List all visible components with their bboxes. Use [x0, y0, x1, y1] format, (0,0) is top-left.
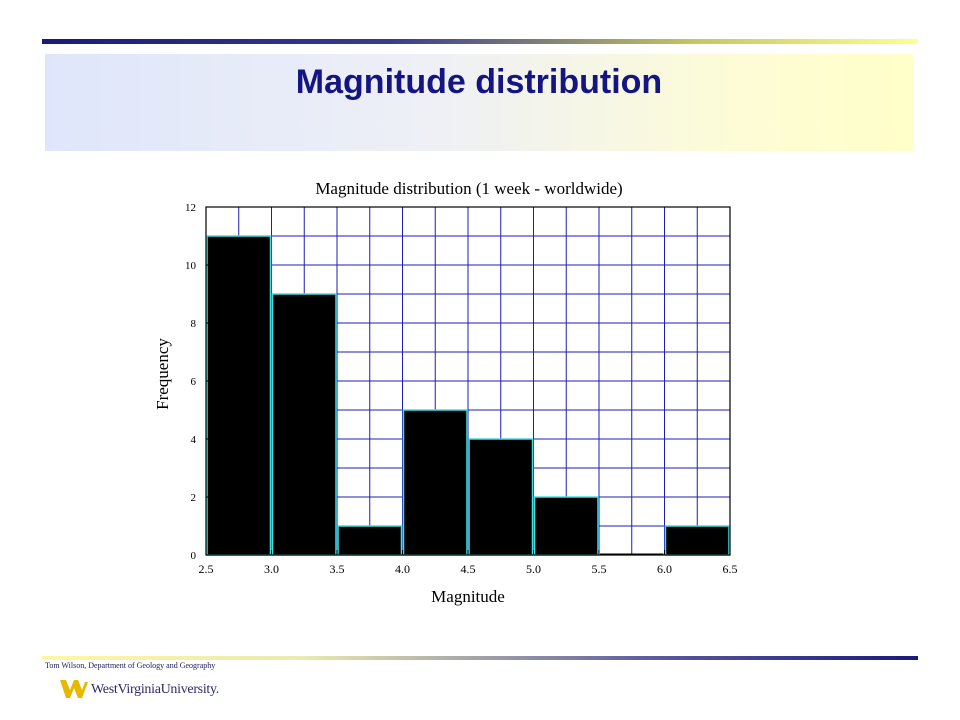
- top-rule: [42, 39, 918, 44]
- chart-title: Magnitude distribution (1 week - worldwi…: [315, 179, 622, 198]
- y-tick-label: 6: [191, 376, 197, 388]
- x-tick-label: 6.0: [657, 562, 672, 576]
- title-band: [45, 54, 913, 151]
- x-ticks: 2.5 3.0 3.5 4.0 4.5 5.0 5.5 6.0 6.5: [199, 550, 738, 576]
- y-tick-label: 0: [191, 550, 197, 562]
- histogram-bar: [664, 525, 730, 556]
- wvu-flying-wv-icon: [60, 680, 88, 698]
- bars: [206, 235, 730, 556]
- x-tick-label: 5.5: [592, 562, 607, 576]
- footer-text: Tom Wilson, Department of Geology and Ge…: [45, 661, 216, 670]
- histogram-bar: [402, 409, 468, 556]
- x-tick-label: 3.0: [264, 562, 279, 576]
- y-tick-label: 2: [191, 492, 197, 504]
- wvu-logo: WestVirginiaUniversity.: [60, 678, 230, 704]
- y-tick-label: 4: [191, 434, 197, 446]
- y-tick-label: 10: [185, 260, 197, 272]
- x-tick-label: 5.0: [526, 562, 541, 576]
- histogram-bar: [271, 293, 337, 556]
- y-tick-label: 8: [191, 318, 197, 330]
- slide-title: Magnitude distribution: [295, 63, 663, 101]
- x-axis-label: Magnitude: [431, 587, 505, 606]
- histogram-bar: [337, 525, 403, 556]
- y-ticks: 0 2 4 6 8 10 12: [185, 202, 211, 562]
- wvu-logo-text: WestVirginiaUniversity.: [91, 682, 220, 697]
- x-tick-label: 6.5: [723, 562, 738, 576]
- x-tick-label: 3.5: [330, 562, 345, 576]
- histogram-bar: [468, 438, 534, 556]
- histogram-bar: [206, 235, 272, 556]
- bottom-rule: [42, 656, 918, 660]
- x-tick-label: 4.5: [461, 562, 476, 576]
- x-tick-label: 2.5: [199, 562, 214, 576]
- y-axis-label: Frequency: [153, 338, 172, 410]
- y-tick-label: 12: [185, 202, 196, 214]
- histogram-bar: [533, 496, 599, 556]
- x-tick-label: 4.0: [395, 562, 410, 576]
